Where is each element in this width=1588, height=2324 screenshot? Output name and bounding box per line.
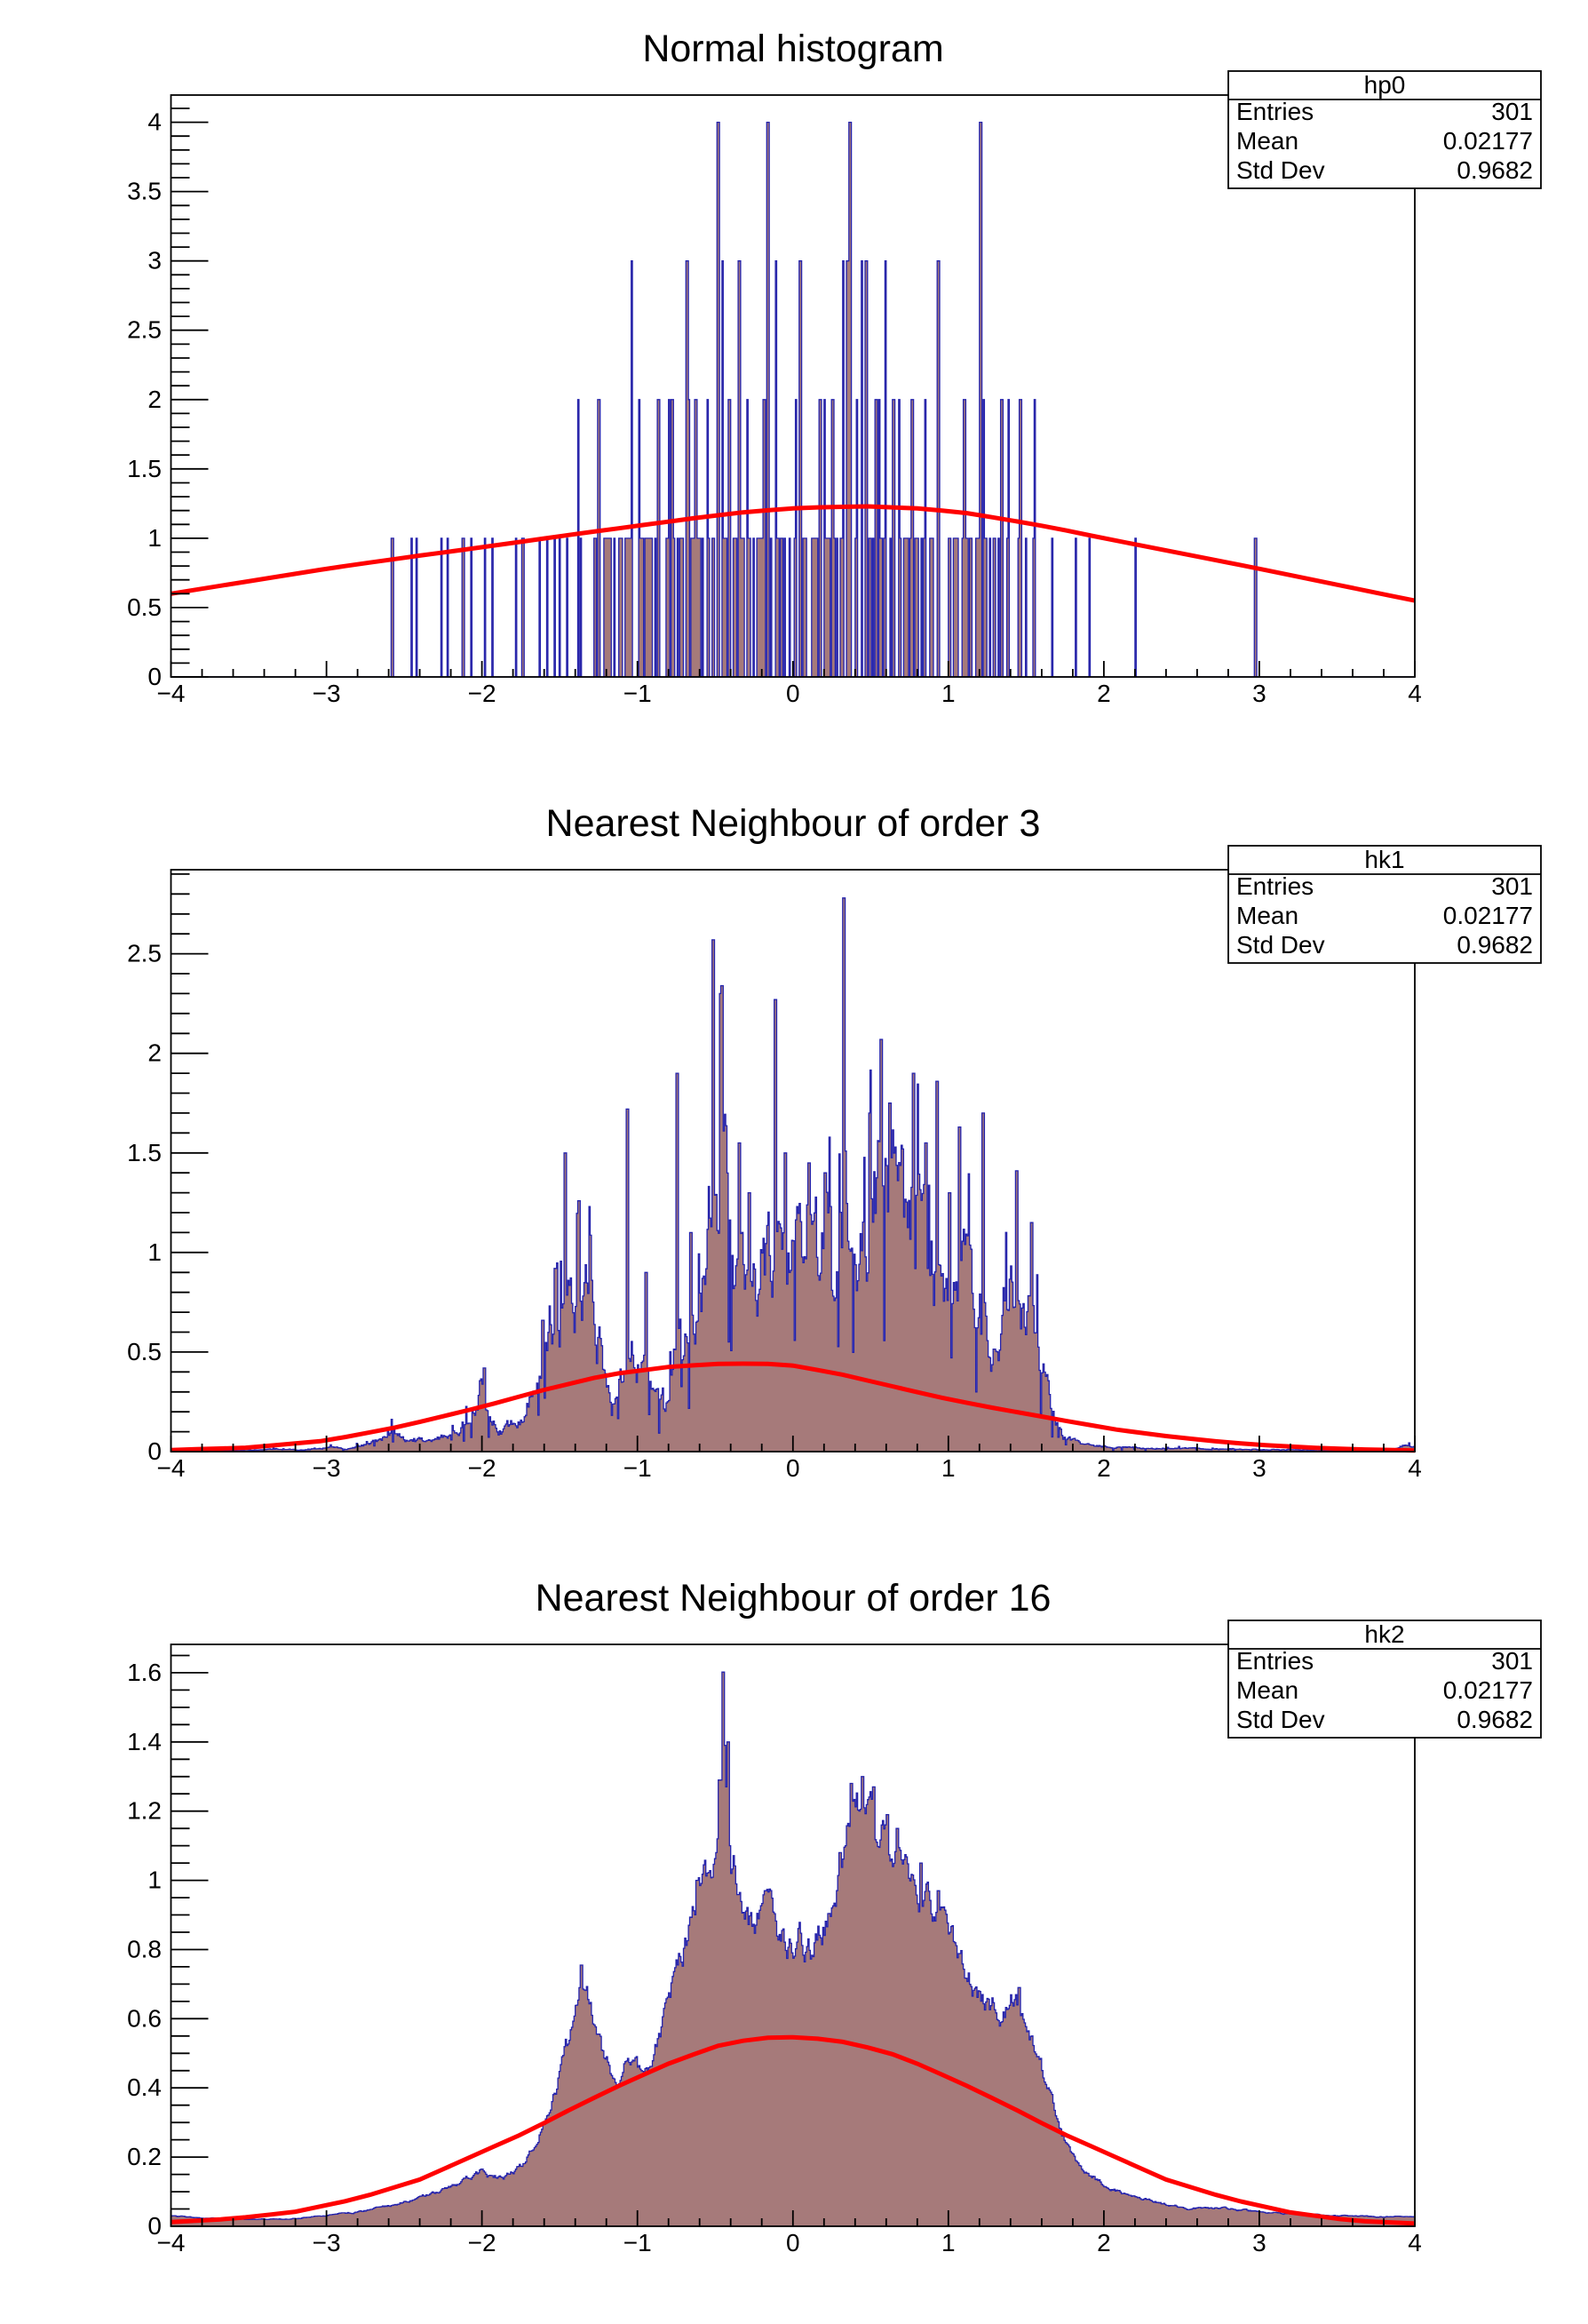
svg-text:0: 0 xyxy=(786,1454,800,1482)
svg-text:−4: −4 xyxy=(157,680,186,707)
svg-text:1: 1 xyxy=(147,524,162,552)
svg-text:3: 3 xyxy=(1252,680,1266,707)
svg-text:301: 301 xyxy=(1491,872,1533,900)
svg-text:2: 2 xyxy=(147,1039,162,1067)
svg-text:Nearest Neighbour of order 3: Nearest Neighbour of order 3 xyxy=(546,802,1041,845)
svg-text:0.2: 0.2 xyxy=(127,2143,162,2170)
svg-text:−2: −2 xyxy=(468,2229,496,2256)
svg-text:2: 2 xyxy=(1097,680,1111,707)
svg-text:0.8: 0.8 xyxy=(127,1936,162,1963)
svg-text:0.4: 0.4 xyxy=(127,2073,162,2101)
svg-text:Mean: Mean xyxy=(1236,1676,1298,1704)
svg-text:−3: −3 xyxy=(313,680,341,707)
svg-text:Mean: Mean xyxy=(1236,902,1298,929)
svg-text:3: 3 xyxy=(1252,1454,1266,1482)
svg-text:−4: −4 xyxy=(157,2229,186,2256)
svg-text:−1: −1 xyxy=(623,1454,652,1482)
svg-text:Nearest Neighbour of order 16: Nearest Neighbour of order 16 xyxy=(536,1577,1052,1620)
svg-text:1: 1 xyxy=(941,680,956,707)
svg-text:1: 1 xyxy=(941,2229,956,2256)
svg-text:0: 0 xyxy=(147,663,162,690)
svg-text:Std Dev: Std Dev xyxy=(1236,1706,1325,1733)
svg-text:0.5: 0.5 xyxy=(127,1338,162,1365)
svg-text:2: 2 xyxy=(1097,1454,1111,1482)
svg-text:hk1: hk1 xyxy=(1364,846,1404,873)
svg-text:0: 0 xyxy=(147,1437,162,1465)
svg-text:0: 0 xyxy=(786,680,800,707)
svg-text:301: 301 xyxy=(1491,98,1533,125)
svg-text:0.02177: 0.02177 xyxy=(1443,1676,1533,1704)
svg-text:2.5: 2.5 xyxy=(127,316,162,344)
svg-text:Normal histogram: Normal histogram xyxy=(642,28,943,70)
svg-text:Entries: Entries xyxy=(1236,872,1314,900)
svg-text:0.9682: 0.9682 xyxy=(1457,156,1533,184)
svg-text:hk2: hk2 xyxy=(1364,1620,1404,1648)
svg-text:2: 2 xyxy=(147,386,162,413)
svg-text:0.6: 0.6 xyxy=(127,2004,162,2032)
svg-text:0: 0 xyxy=(786,2229,800,2256)
svg-text:Mean: Mean xyxy=(1236,127,1298,155)
svg-text:4: 4 xyxy=(1408,680,1422,707)
svg-text:1.6: 1.6 xyxy=(127,1659,162,1686)
svg-text:1: 1 xyxy=(147,1866,162,1894)
svg-text:1.5: 1.5 xyxy=(127,1139,162,1166)
svg-text:−1: −1 xyxy=(623,680,652,707)
svg-text:1.2: 1.2 xyxy=(127,1797,162,1825)
svg-text:0.5: 0.5 xyxy=(127,593,162,621)
svg-text:2: 2 xyxy=(1097,2229,1111,2256)
svg-text:Std Dev: Std Dev xyxy=(1236,931,1325,959)
svg-text:1: 1 xyxy=(941,1454,956,1482)
svg-text:0.9682: 0.9682 xyxy=(1457,1706,1533,1733)
svg-text:−2: −2 xyxy=(468,1454,496,1482)
svg-text:Entries: Entries xyxy=(1236,1647,1314,1675)
svg-text:0: 0 xyxy=(147,2212,162,2240)
svg-text:1: 1 xyxy=(147,1238,162,1266)
svg-text:3: 3 xyxy=(147,247,162,275)
svg-text:4: 4 xyxy=(147,108,162,136)
svg-text:3: 3 xyxy=(1252,2229,1266,2256)
svg-text:1.4: 1.4 xyxy=(127,1728,162,1755)
svg-text:4: 4 xyxy=(1408,1454,1422,1482)
svg-text:1.5: 1.5 xyxy=(127,455,162,482)
svg-text:−1: −1 xyxy=(623,2229,652,2256)
svg-text:301: 301 xyxy=(1491,1647,1533,1675)
svg-text:−3: −3 xyxy=(313,2229,341,2256)
svg-text:0.02177: 0.02177 xyxy=(1443,902,1533,929)
svg-text:hp0: hp0 xyxy=(1364,71,1406,99)
svg-text:−4: −4 xyxy=(157,1454,186,1482)
svg-text:0.9682: 0.9682 xyxy=(1457,931,1533,959)
svg-text:Std Dev: Std Dev xyxy=(1236,156,1325,184)
svg-text:−3: −3 xyxy=(313,1454,341,1482)
svg-text:Entries: Entries xyxy=(1236,98,1314,125)
svg-text:2.5: 2.5 xyxy=(127,940,162,967)
svg-text:−2: −2 xyxy=(468,680,496,707)
svg-text:4: 4 xyxy=(1408,2229,1422,2256)
svg-text:0.02177: 0.02177 xyxy=(1443,127,1533,155)
svg-text:3.5: 3.5 xyxy=(127,178,162,205)
